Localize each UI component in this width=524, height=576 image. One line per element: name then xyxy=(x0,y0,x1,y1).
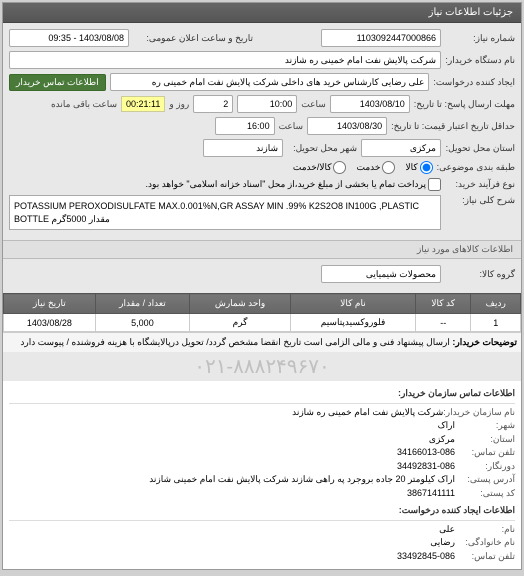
c-fax-label: دورنگار: xyxy=(455,460,515,474)
c-name-value: علی xyxy=(439,523,455,537)
c-lname-value: رضایی xyxy=(430,536,455,550)
notes-text: ارسال پیشنهاد فنی و مالی الزامی است تاری… xyxy=(20,337,450,347)
req-no-label: شماره نیاز: xyxy=(445,33,515,44)
days-remain: 2 xyxy=(193,95,233,113)
contact-info-button[interactable]: اطلاعات تماس خریدار xyxy=(9,74,106,91)
creator-contact-header: اطلاعات ایجاد کننده درخواست: xyxy=(9,504,515,521)
province-value: مرکزی xyxy=(361,139,441,157)
items-header: اطلاعات کالاهای مورد نیاز xyxy=(3,240,521,259)
radio-goods[interactable]: کالا xyxy=(405,161,432,174)
radio-service[interactable]: خدمت xyxy=(356,161,395,174)
phone-watermark: ۰۲۱-۸۸۸۲۴۹۶۷۰ xyxy=(3,352,521,381)
c-post-value: 3867141111 xyxy=(407,487,455,501)
radio-goods-input[interactable] xyxy=(420,161,433,174)
validity-date: 1403/08/30 xyxy=(307,117,387,135)
contact-section: اطلاعات تماس سازمان خریدار: نام سازمان خ… xyxy=(3,381,521,569)
buyer-org-value: شرکت پالایش نفت امام خمینی ره شازند xyxy=(9,51,441,69)
c-name-label: نام: xyxy=(455,523,515,537)
radio-service-input[interactable] xyxy=(382,161,395,174)
validity-time: 16:00 xyxy=(215,117,275,135)
c-cphone-label: تلفن تماس: xyxy=(455,550,515,564)
c-addr-label: آدرس پستی: xyxy=(455,473,515,487)
days-text: روز و xyxy=(169,99,189,110)
col-code: کد کالا xyxy=(415,294,470,314)
c-cphone-value: 33492845-086 xyxy=(397,550,455,564)
cell-name: فلوروکسیدپتاسیم xyxy=(291,314,416,332)
col-unit: واحد شمارش xyxy=(190,294,291,314)
city-label: شهر محل تحویل: xyxy=(287,143,357,154)
org-contact-header: اطلاعات تماس سازمان خریدار: xyxy=(9,387,515,404)
cell-date: 1403/08/28 xyxy=(4,314,96,332)
announce-value: 1403/08/08 - 09:35 xyxy=(9,29,129,47)
process-checkbox[interactable]: پرداخت تمام یا بخشی از مبلغ خرید،از محل … xyxy=(146,178,441,191)
col-date: تاریخ نیاز xyxy=(4,294,96,314)
buyer-org-label: نام دستگاه خریدار: xyxy=(445,55,515,66)
org-name-label: نام سازمان خریدار: xyxy=(443,406,515,420)
panel-title: جزئیات اطلاعات نیاز xyxy=(3,3,521,23)
c-addr-value: اراک کیلومتر 20 جاده بروجرد په راهی شازن… xyxy=(149,473,455,487)
subject-type-radios: کالا خدمت کالا/خدمت xyxy=(293,161,433,174)
process-label: نوع فرآیند خرید: xyxy=(445,179,515,190)
creator-label: ایجاد کننده درخواست: xyxy=(433,77,515,88)
c-phone-label: تلفن تماس: xyxy=(455,446,515,460)
province-label: استان محل تحویل: xyxy=(445,143,515,154)
cell-qty: 5,000 xyxy=(95,314,189,332)
c-province-label: استان: xyxy=(455,433,515,447)
subject-type-label: طبقه بندی موضوعی: xyxy=(437,162,515,173)
deadline-label: مهلت ارسال پاسخ: تا تاریخ: xyxy=(414,99,515,110)
col-name: نام کالا xyxy=(291,294,416,314)
c-province-value: مرکزی xyxy=(429,433,455,447)
deadline-date: 1403/08/10 xyxy=(330,95,410,113)
c-post-label: کد پستی: xyxy=(455,487,515,501)
table-row[interactable]: 1 -- فلوروکسیدپتاسیم گرم 5,000 1403/08/2… xyxy=(4,314,521,332)
main-panel: جزئیات اطلاعات نیاز شماره نیاز: 11030924… xyxy=(2,2,522,570)
process-checkbox-input[interactable] xyxy=(428,178,441,191)
cell-unit: گرم xyxy=(190,314,291,332)
time-label-1: ساعت xyxy=(301,99,326,110)
timer-text: ساعت باقی مانده xyxy=(51,99,117,110)
items-table: ردیف کد کالا نام کالا واحد شمارش تعداد /… xyxy=(3,293,521,332)
c-fax-value: 34492831-086 xyxy=(397,460,455,474)
validity-label: حداقل تاریخ اعتبار قیمت: تا تاریخ: xyxy=(391,121,515,132)
col-qty: تعداد / مقدار xyxy=(95,294,189,314)
notes-label: توضیحات خریدار: xyxy=(452,337,517,347)
cell-code: -- xyxy=(415,314,470,332)
announce-label: تاریخ و ساعت اعلان عمومی: xyxy=(133,33,253,44)
group-value: محصولات شیمیایی xyxy=(321,265,441,283)
radio-both-input[interactable] xyxy=(333,161,346,174)
desc-label: شرح کلی نیاز: xyxy=(445,195,515,206)
col-row: ردیف xyxy=(471,294,521,314)
radio-both[interactable]: کالا/خدمت xyxy=(293,161,347,174)
countdown-timer: 00:21:11 xyxy=(121,96,165,112)
table-header-row: ردیف کد کالا نام کالا واحد شمارش تعداد /… xyxy=(4,294,521,314)
deadline-time: 10:00 xyxy=(237,95,297,113)
group-label: گروه کالا: xyxy=(445,269,515,280)
form-area: شماره نیاز: 1103092447000866 تاریخ و ساع… xyxy=(3,23,521,240)
req-no-value: 1103092447000866 xyxy=(321,29,441,47)
cell-rownum: 1 xyxy=(471,314,521,332)
c-phone-value: 34166013-086 xyxy=(397,446,455,460)
city-value: شازند xyxy=(203,139,283,157)
c-city-label: شهر: xyxy=(455,419,515,433)
creator-value: علی رضایی کارشناس خرید های داخلی شرکت پا… xyxy=(110,73,430,91)
org-name-value: شرکت پالایش نفت امام خمینی ره شازند xyxy=(292,406,443,420)
c-lname-label: نام خانوادگی: xyxy=(455,536,515,550)
buyer-notes: توضیحات خریدار: ارسال پیشنهاد فنی و مالی… xyxy=(3,332,521,352)
time-label-2: ساعت xyxy=(279,121,304,132)
desc-value: POTASSIUM PEROXODISULFATE MAX.0.001%N,GR… xyxy=(9,195,441,230)
c-city-value: اراک xyxy=(438,419,455,433)
